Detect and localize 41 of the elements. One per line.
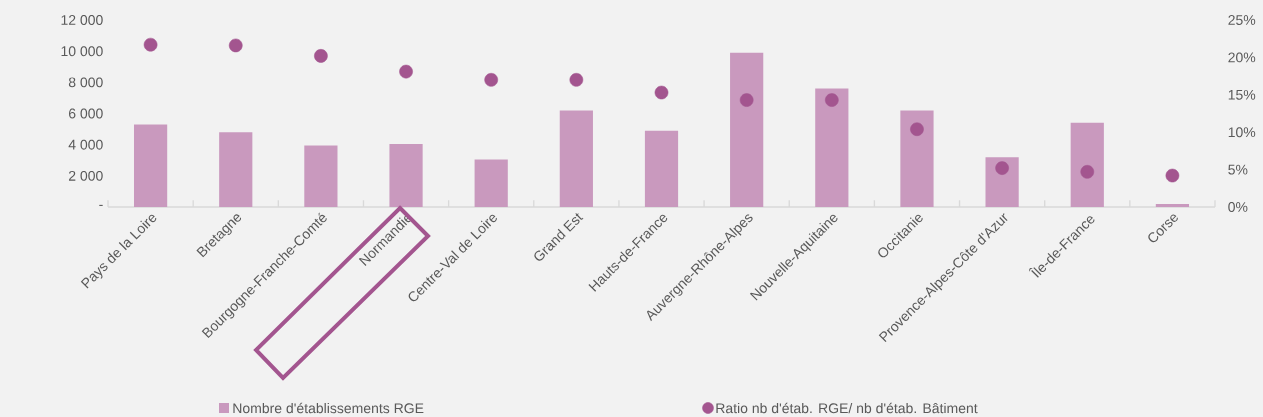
bar [219, 132, 253, 207]
y2-tick-label: 0% [1228, 202, 1248, 212]
y-tick-label: 2 000 [68, 170, 103, 181]
point [1080, 165, 1095, 179]
y-tick-label: 4 000 [68, 139, 103, 150]
y-tick-label: 10 000 [61, 46, 103, 57]
y-tick-label: - [99, 204, 103, 206]
bar [389, 143, 423, 207]
bar [474, 159, 508, 207]
point [995, 161, 1009, 175]
y2-tick-label: 20% [1228, 52, 1256, 63]
y2-tick-label: 25% [1228, 15, 1256, 25]
bar [559, 110, 593, 207]
y-tick-label: 6 000 [68, 108, 103, 119]
point [739, 93, 754, 107]
y2-tick-label: 5% [1228, 164, 1248, 175]
point [143, 37, 158, 52]
bar [815, 88, 849, 207]
point [1165, 168, 1180, 183]
y-tick-label: 8 000 [68, 77, 103, 88]
point [228, 38, 243, 53]
point [314, 49, 328, 63]
bar [730, 52, 764, 207]
bar [1155, 203, 1190, 207]
point [399, 64, 413, 79]
point [654, 85, 669, 100]
point [825, 93, 839, 107]
bar [644, 130, 679, 207]
bar [900, 110, 934, 207]
point [910, 122, 924, 137]
y2-tick-label: 10% [1228, 127, 1256, 138]
bar [985, 157, 1019, 207]
bar [304, 145, 338, 207]
y-tick-label: 12 000 [61, 15, 103, 25]
bar [133, 124, 168, 207]
legend-label: Nombre d'établissements RGE [233, 402, 424, 414]
legend-label: Ratio nb d'étab. RGE/ nb d'étab. Bâtiment [716, 402, 978, 414]
bar [1070, 122, 1104, 207]
y2-tick-label: 15% [1228, 89, 1256, 100]
point [484, 73, 498, 87]
point [569, 73, 584, 87]
